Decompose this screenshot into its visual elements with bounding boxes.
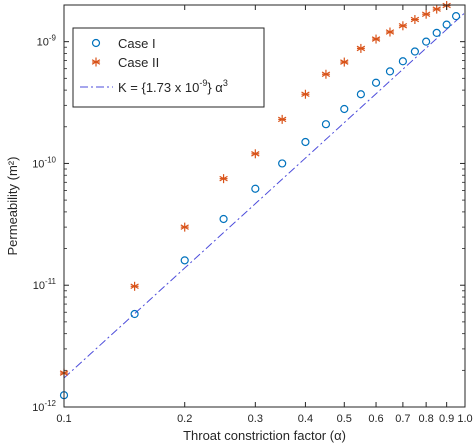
case1-point [321, 120, 331, 129]
case1-point [278, 159, 287, 168]
case2-point [251, 149, 260, 159]
y-tick-label-exponent: -11 [45, 277, 57, 286]
legend-fit-suffix-exp: 3 [223, 78, 228, 88]
case2-point [130, 281, 139, 291]
y-axis-title: Permeability (m²) [5, 157, 20, 256]
case1-point [219, 214, 228, 224]
case2-point [421, 9, 431, 19]
legend-fit-label: K = {1.73 x 10-9} α3 [118, 78, 228, 95]
case2-point [398, 21, 408, 31]
legend-fit-suffix: } α [207, 80, 223, 95]
y-tick-label: 10-12 [32, 399, 56, 414]
case2-point [356, 43, 366, 53]
case1-point [432, 28, 441, 38]
x-tick-label: 0.4 [298, 413, 313, 425]
markers-layer [59, 1, 461, 400]
case1-point [301, 137, 310, 147]
legend-case1-label: Case I [118, 36, 156, 51]
plot-border [63, 4, 466, 408]
y-tick-label: 10-10 [32, 155, 56, 170]
x-tick-label: 0.8 [418, 413, 433, 425]
case1-point [356, 90, 365, 99]
case2-point [340, 57, 349, 67]
legend-case2-label: Case II [118, 55, 159, 70]
y-tick-label: 10-11 [33, 277, 57, 292]
fit-line [64, 12, 465, 379]
case2-point [219, 174, 228, 184]
legend-fit-exp: -9 [199, 78, 207, 88]
y-tick-label-exponent: -10 [44, 155, 56, 164]
x-tick-label: 0.1 [56, 413, 71, 425]
x-tick-label: 0.7 [395, 413, 410, 425]
x-tick-label: 0.9 [439, 413, 454, 425]
y-tick-label-exponent: -9 [49, 34, 57, 43]
case2-point [371, 34, 381, 44]
case1-point [180, 256, 189, 265]
case2-point [385, 27, 395, 37]
x-tick-label: 0.2 [177, 413, 192, 425]
x-tick-label: 0.6 [368, 413, 383, 425]
case1-point [410, 47, 419, 56]
legend-fit-text: K = {1.73 x 10 [118, 80, 199, 95]
y-tick-label-base: 10 [32, 158, 44, 170]
case1-point [442, 20, 451, 29]
ticks-layer: 0.1 0.2 0.3 0.4 0.5 0.6 0.7 0.8 0.9 1.010-1210-11… [32, 4, 473, 425]
case1-point [130, 309, 139, 319]
legend: Case I Case II K = {1.73 x 10-9} α3 [72, 27, 265, 108]
legend-case1-marker [91, 38, 101, 48]
case1-point [451, 12, 461, 21]
x-tick-label: 0.3 [248, 413, 263, 425]
y-tick-label: 10-9 [37, 34, 57, 49]
x-tick-label: 1.0 [457, 413, 472, 425]
legend-box [72, 27, 265, 108]
case1-point [340, 104, 349, 114]
case2-point [410, 15, 420, 25]
case2-point [432, 4, 441, 14]
case1-point [422, 37, 431, 46]
case2-point [321, 69, 331, 79]
case1-point [398, 57, 407, 66]
y-tick-label-base: 10 [37, 37, 49, 49]
case2-point [180, 222, 189, 232]
fit-line-layer [64, 12, 465, 379]
legend-case2-marker [91, 57, 101, 67]
case1-point [251, 184, 260, 193]
case1-point [385, 67, 395, 76]
x-axis-title: Throat constriction factor (α) [183, 428, 346, 443]
y-tick-label-exponent: -12 [44, 399, 56, 408]
case2-point [301, 89, 310, 99]
case2-point [277, 114, 287, 124]
y-tick-label-base: 10 [32, 402, 44, 414]
x-tick-label: 0.5 [337, 413, 352, 425]
y-tick-label-base: 10 [33, 280, 45, 292]
case1-point [371, 78, 381, 87]
